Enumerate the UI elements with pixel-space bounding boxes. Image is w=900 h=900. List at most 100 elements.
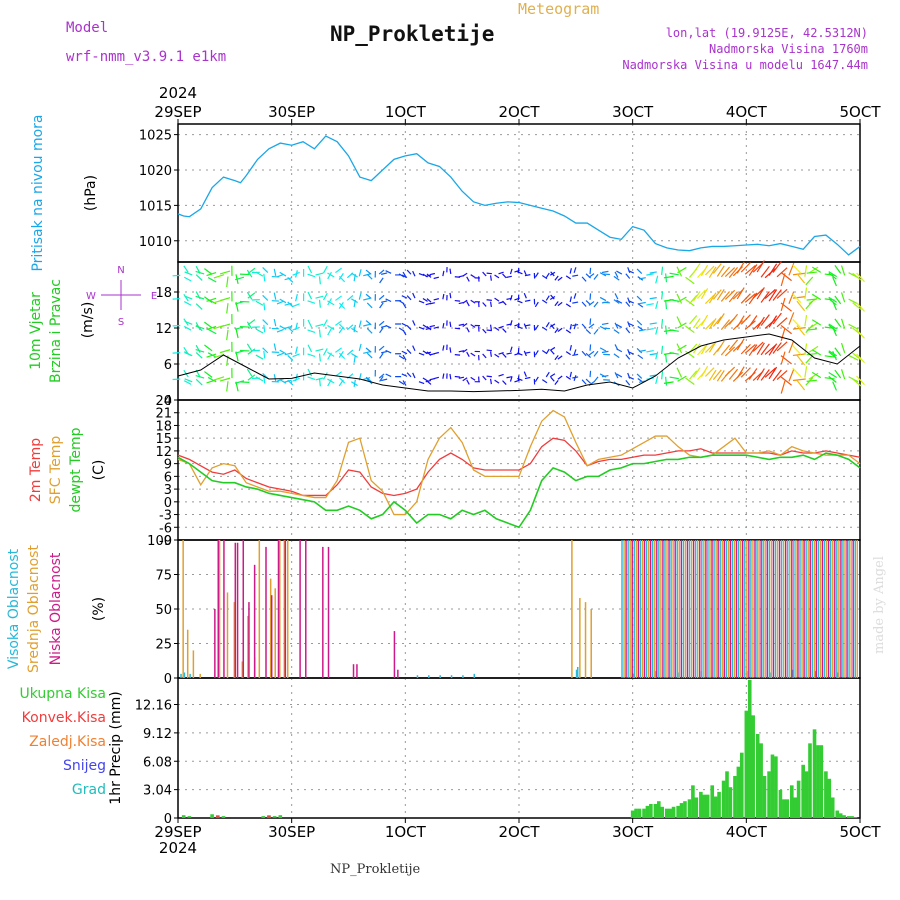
wind-vector bbox=[550, 271, 555, 277]
wind-vector bbox=[534, 301, 539, 308]
wind-vector bbox=[545, 348, 550, 355]
cloud-bar bbox=[844, 540, 846, 678]
wind-vector bbox=[700, 264, 709, 276]
cloud-bar bbox=[760, 540, 762, 678]
wind-vector bbox=[756, 316, 765, 329]
wind-vector bbox=[307, 319, 313, 328]
wind-vector bbox=[494, 274, 500, 279]
wind-vector bbox=[628, 270, 635, 274]
wind-vector bbox=[307, 265, 313, 274]
wind-vector bbox=[358, 320, 362, 328]
y-tick-label: 0 bbox=[164, 672, 172, 687]
wind-vector bbox=[788, 340, 795, 354]
wind-vector bbox=[287, 355, 294, 361]
wind-vector bbox=[792, 345, 802, 355]
cloud-bar bbox=[576, 666, 579, 678]
wind-vector bbox=[246, 368, 253, 377]
wind-vector bbox=[768, 343, 778, 356]
precip-bar bbox=[278, 815, 283, 818]
wind-vector bbox=[599, 272, 607, 277]
wind-vector bbox=[676, 316, 683, 327]
y-tick-label: 1015 bbox=[139, 199, 172, 214]
wind-vector bbox=[398, 273, 405, 278]
wind-vector bbox=[625, 380, 631, 386]
precip-legend-item: Zaledj.Kisa bbox=[29, 734, 106, 750]
wind-vector bbox=[655, 301, 659, 310]
wind-vector bbox=[353, 324, 356, 333]
cloud-bar bbox=[801, 540, 803, 678]
cloud-bar bbox=[670, 540, 672, 678]
wind-vector bbox=[720, 344, 731, 356]
y-tick-label: 25 bbox=[155, 638, 172, 653]
wind-vector bbox=[748, 315, 758, 327]
wind-vector bbox=[426, 298, 432, 303]
wind-vector bbox=[517, 271, 523, 275]
precip-bar bbox=[744, 710, 749, 818]
wind-axis-label: 10m Vjetar bbox=[28, 292, 44, 370]
wind-vector bbox=[625, 273, 631, 279]
wind-vector bbox=[418, 300, 425, 304]
cloud-bar bbox=[270, 595, 273, 678]
wind-vector bbox=[627, 321, 631, 328]
wind-vector bbox=[482, 302, 487, 307]
cloud-bar bbox=[797, 540, 799, 678]
wind-vector bbox=[327, 379, 332, 387]
y-tick-label: 100 bbox=[147, 534, 172, 549]
cloud-bar bbox=[813, 540, 816, 678]
wind-vector bbox=[772, 312, 782, 325]
cloud-bar bbox=[715, 540, 717, 678]
wind-vector bbox=[676, 367, 683, 378]
cloud-bar bbox=[762, 540, 764, 678]
wind-vector bbox=[385, 324, 392, 329]
wind-vector bbox=[401, 295, 408, 299]
wind-vector bbox=[649, 297, 657, 300]
wind-vector bbox=[502, 273, 507, 279]
precip-bar bbox=[747, 679, 752, 818]
wind-vector bbox=[581, 350, 587, 357]
wind-vector bbox=[663, 275, 674, 279]
cloud-bar bbox=[713, 540, 715, 678]
wind-vector bbox=[649, 353, 657, 356]
wind-vector bbox=[585, 352, 591, 359]
wind-vector bbox=[458, 350, 465, 353]
wind-vector bbox=[204, 344, 213, 352]
wind-vector bbox=[772, 261, 782, 273]
wind-vector bbox=[780, 376, 792, 386]
wind-vector bbox=[828, 296, 838, 303]
cloud-bar bbox=[821, 540, 824, 678]
wind-vector bbox=[716, 340, 725, 352]
wind-vector bbox=[351, 272, 358, 278]
wind-vector bbox=[792, 353, 806, 357]
wind-vector bbox=[554, 379, 559, 385]
cloud-bar bbox=[697, 540, 699, 678]
cloud-bar bbox=[711, 540, 713, 678]
lonlat-label: lon,lat (19.9125E, 42.5312N) bbox=[665, 26, 868, 40]
cloud-bar bbox=[811, 540, 813, 678]
precip-bar bbox=[824, 771, 828, 818]
wind-vector bbox=[601, 270, 609, 274]
wind-vector bbox=[776, 288, 788, 299]
wind-vector bbox=[195, 378, 203, 386]
y-tick-label: 12 bbox=[155, 322, 172, 337]
precip-bar bbox=[187, 817, 192, 818]
wind-vector bbox=[482, 271, 487, 277]
wind-vector bbox=[581, 323, 587, 329]
wind-vector bbox=[589, 293, 592, 300]
wind-vector bbox=[805, 354, 814, 364]
wind-vector bbox=[378, 294, 385, 300]
wind-vector bbox=[425, 379, 432, 383]
precip-bar bbox=[751, 715, 755, 818]
cloud-bar bbox=[327, 546, 330, 678]
wind-vector bbox=[442, 270, 445, 277]
wind-vector bbox=[353, 355, 356, 363]
dewpt-line bbox=[177, 452, 861, 529]
wind-vector bbox=[534, 350, 539, 356]
cloud-bar bbox=[814, 671, 817, 678]
wind-vector bbox=[458, 376, 465, 379]
wind-vector bbox=[852, 272, 862, 281]
cloud-bar bbox=[352, 664, 355, 678]
wind-vector bbox=[716, 265, 725, 277]
wind-vector bbox=[454, 327, 461, 330]
cloud-bar bbox=[265, 546, 267, 678]
